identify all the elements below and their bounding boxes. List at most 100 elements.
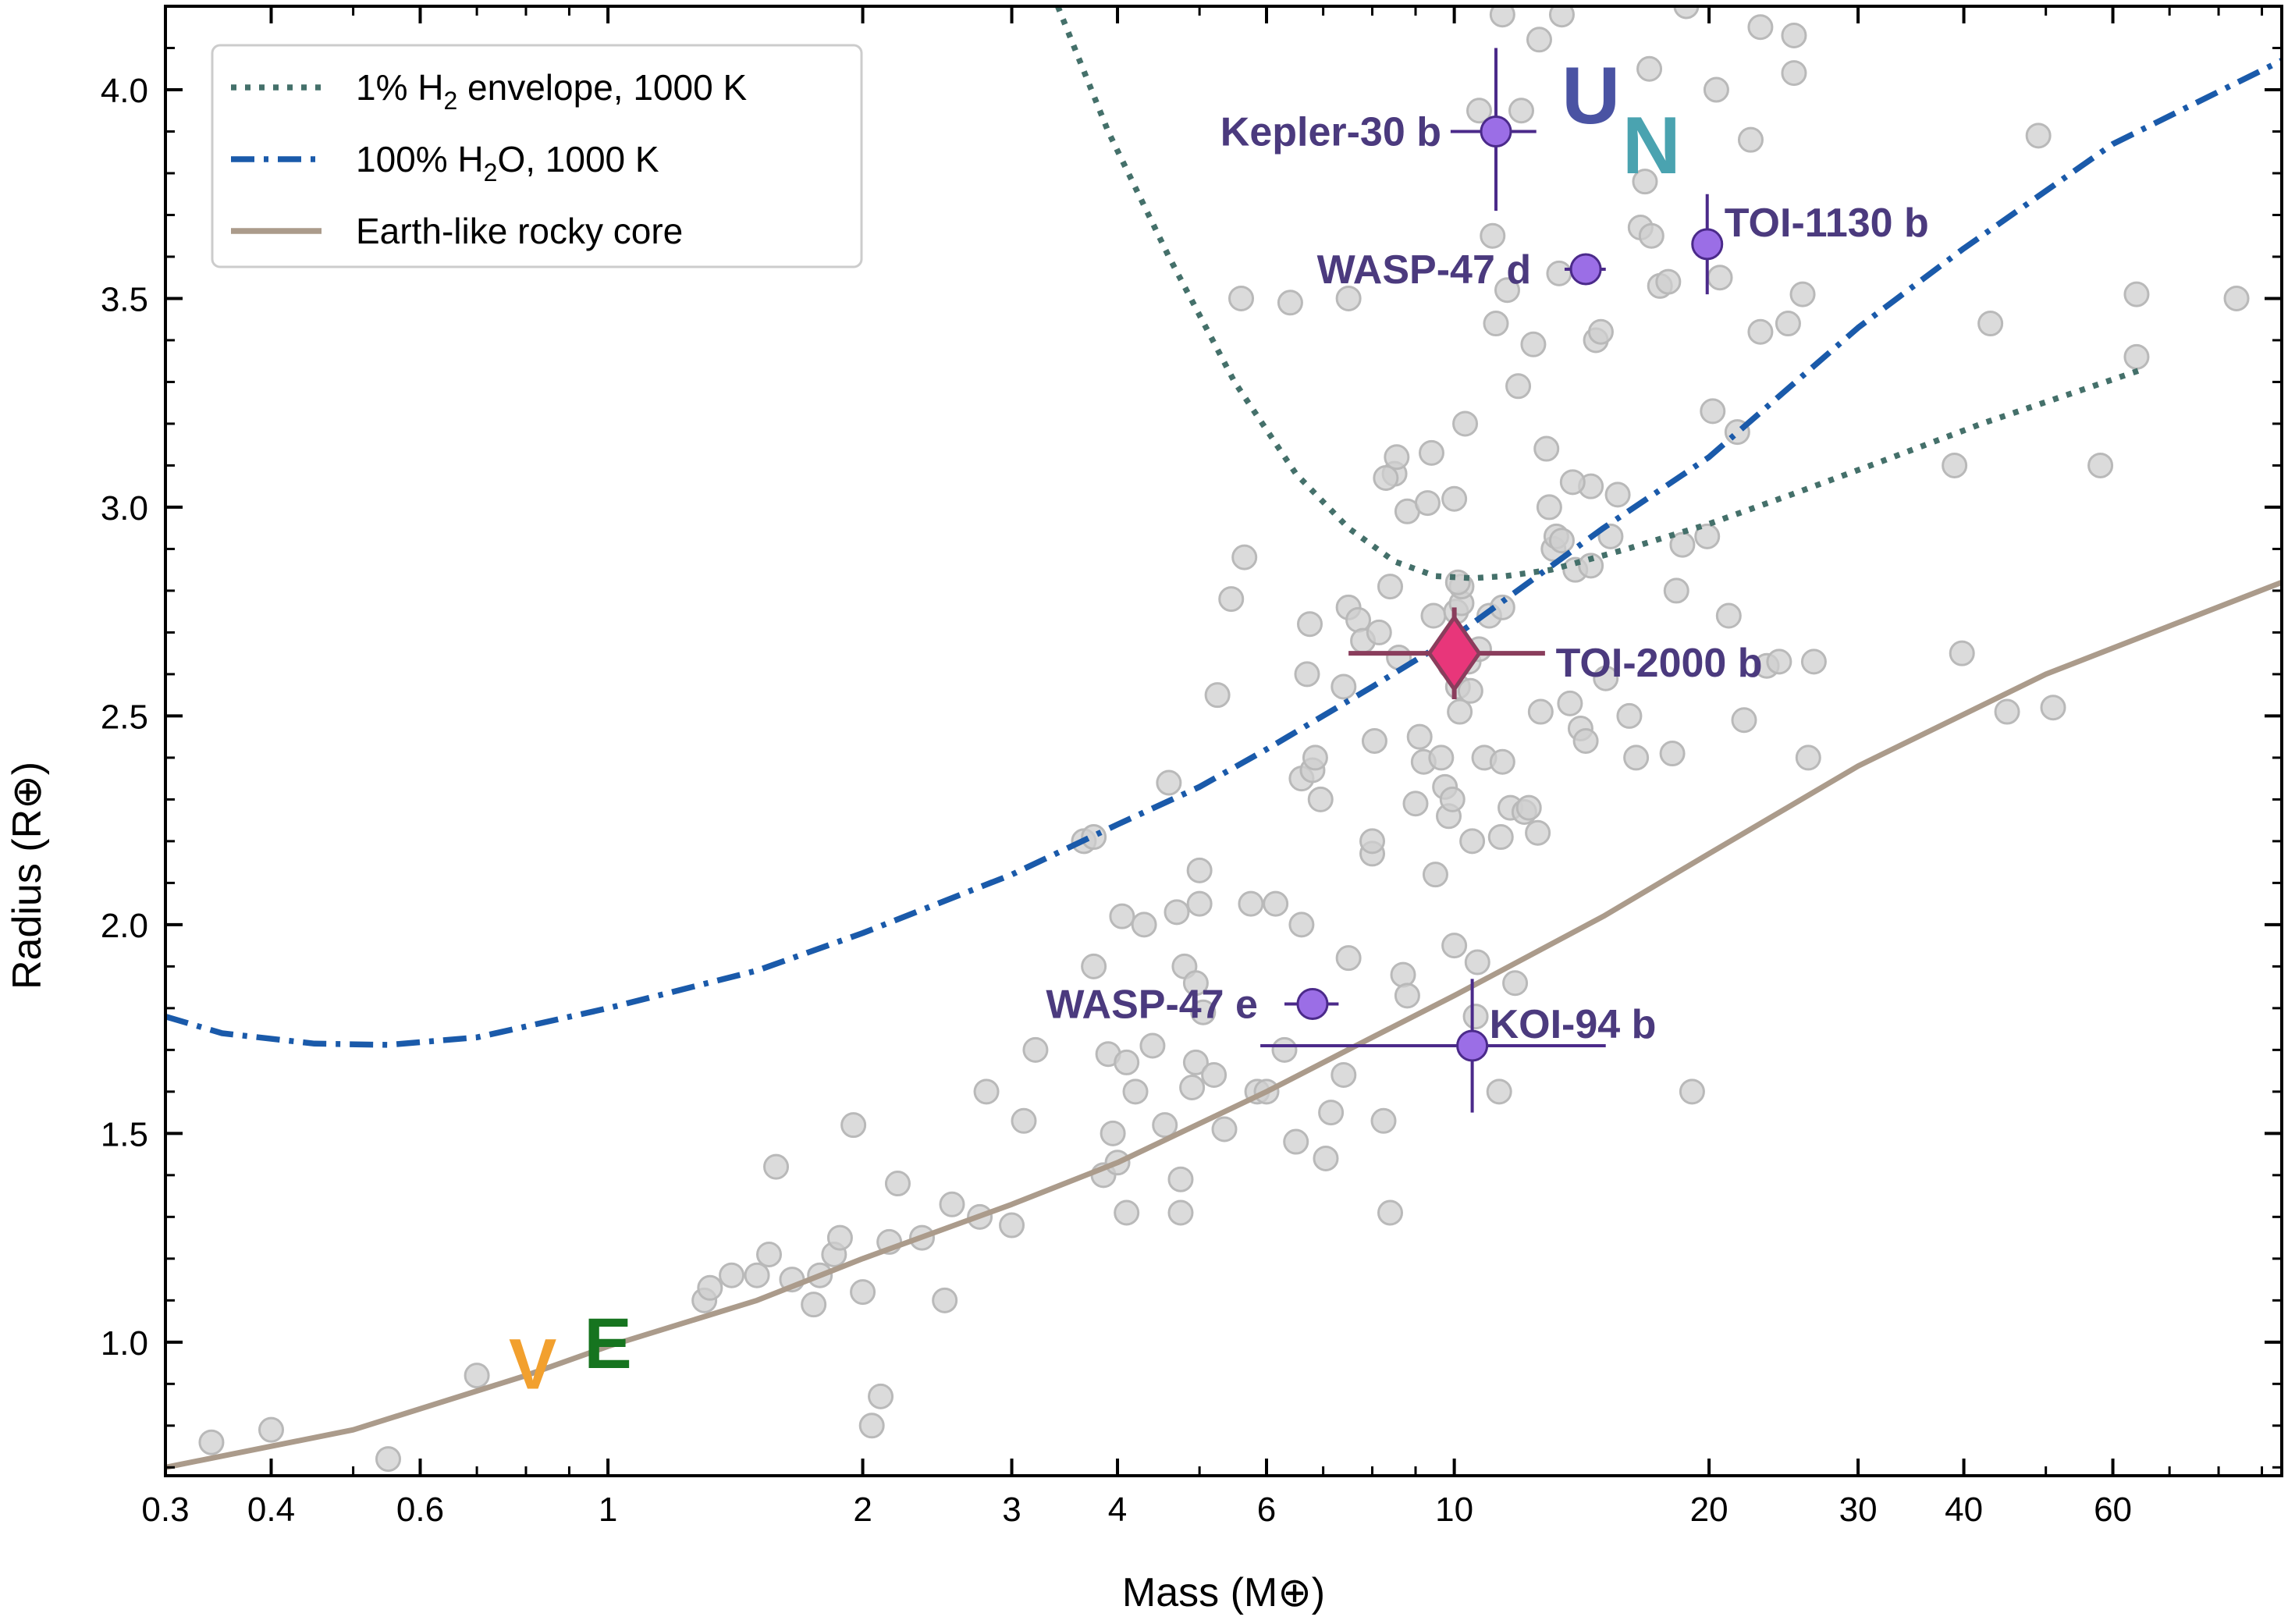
koi-94b-label: KOI-94 b bbox=[1490, 1002, 1657, 1047]
wasp-47d-marker bbox=[1569, 253, 1602, 286]
background-point bbox=[1766, 649, 1792, 675]
background-point bbox=[1747, 14, 1774, 41]
background-point bbox=[1361, 728, 1387, 754]
background-point bbox=[1464, 949, 1490, 975]
background-point bbox=[1587, 318, 1614, 345]
background-point bbox=[1100, 1120, 1126, 1146]
background-point bbox=[932, 1287, 958, 1313]
legend-entry-label: Earth-like rocky core bbox=[356, 211, 683, 251]
background-point bbox=[1604, 482, 1631, 508]
background-point bbox=[1487, 824, 1514, 851]
model-curve-dotted bbox=[1055, 6, 2144, 581]
highlight-planet: TOI-2000 b bbox=[1348, 607, 1763, 700]
plot-frame bbox=[164, 5, 2283, 1477]
background-point bbox=[1505, 373, 1532, 400]
background-point bbox=[1715, 602, 1742, 629]
background-point bbox=[1673, 6, 1700, 20]
background-point bbox=[1263, 890, 1289, 917]
background-point bbox=[1318, 1100, 1345, 1126]
background-point bbox=[1384, 444, 1410, 471]
y-tick-label: 1.0 bbox=[101, 1324, 148, 1363]
background-point bbox=[1444, 569, 1471, 595]
model-curves bbox=[165, 6, 2282, 1470]
background-point bbox=[1593, 665, 1619, 691]
background-point bbox=[1669, 531, 1696, 558]
background-point bbox=[1632, 169, 1658, 195]
solar-planet-e: E bbox=[584, 1304, 631, 1384]
background-point bbox=[719, 1262, 745, 1288]
background-point bbox=[1277, 290, 1303, 316]
background-point bbox=[375, 1446, 401, 1473]
background-point bbox=[1394, 983, 1420, 1009]
background-point bbox=[1186, 857, 1213, 883]
solar-planet-n: N bbox=[1622, 101, 1681, 191]
background-point bbox=[1439, 786, 1466, 812]
background-point bbox=[1414, 490, 1441, 517]
background-point bbox=[1533, 435, 1560, 462]
background-point bbox=[1204, 682, 1231, 709]
y-axis-title: Radius (R⊕) bbox=[5, 762, 50, 990]
background-point bbox=[1520, 331, 1547, 357]
background-point bbox=[1390, 961, 1416, 988]
background-point bbox=[1201, 1061, 1227, 1088]
background-point bbox=[1167, 1166, 1194, 1192]
x-tick-label: 1 bbox=[599, 1491, 617, 1529]
background-point bbox=[1081, 953, 1107, 979]
x-tick-label: 4 bbox=[1108, 1491, 1127, 1529]
toi-2000b-marker bbox=[1426, 613, 1482, 693]
x-tick-label: 0.3 bbox=[141, 1491, 189, 1529]
background-point bbox=[1703, 76, 1729, 103]
y-tick-label: 3.5 bbox=[101, 280, 148, 318]
background-point bbox=[1167, 1199, 1194, 1226]
background-point bbox=[1122, 1079, 1149, 1105]
background-point bbox=[868, 1383, 894, 1409]
labeled-planets: Kepler-30 b WASP-47 d TOI-1130 b WASP-47 e K… bbox=[1046, 48, 1929, 1113]
y-tick-label: 2.0 bbox=[101, 907, 148, 945]
background-point bbox=[1164, 899, 1190, 926]
x-axis-title: Mass (M⊕) bbox=[1122, 1570, 1325, 1615]
y-tick-label: 4.0 bbox=[101, 72, 148, 110]
background-point bbox=[1231, 544, 1258, 570]
background-point bbox=[1211, 1116, 1238, 1142]
background-point bbox=[1480, 222, 1506, 249]
background-point bbox=[973, 1079, 1000, 1105]
background-point bbox=[1294, 661, 1320, 688]
background-point bbox=[1800, 649, 1827, 675]
background-point bbox=[1011, 1107, 1037, 1134]
kepler-30b-marker bbox=[1480, 115, 1512, 147]
background-point bbox=[1331, 673, 1357, 700]
background-point bbox=[1109, 903, 1135, 929]
background-point bbox=[1548, 528, 1575, 554]
background-point bbox=[1949, 640, 1975, 666]
background-point bbox=[1418, 439, 1444, 466]
background-point bbox=[1731, 707, 1757, 734]
x-tick-label: 60 bbox=[2094, 1491, 2132, 1529]
background-point bbox=[2025, 123, 2052, 149]
background-point bbox=[826, 1224, 853, 1251]
background-point bbox=[763, 1153, 790, 1180]
legend: 1% H2 envelope, 1000 K 100% H2O, 1000 K Ea… bbox=[211, 44, 863, 268]
model-curve-dashdot bbox=[165, 58, 2282, 1048]
solar-system-markers: V E UN bbox=[509, 51, 1681, 1405]
background-point bbox=[2123, 343, 2150, 370]
x-tick-label: 3 bbox=[1002, 1491, 1021, 1529]
background-point bbox=[1515, 794, 1542, 821]
background-point bbox=[744, 1262, 770, 1288]
background-point bbox=[2087, 452, 2114, 478]
background-point bbox=[1370, 1107, 1397, 1134]
background-point bbox=[1402, 791, 1429, 817]
background-point bbox=[1737, 126, 1764, 153]
x-tick-label: 30 bbox=[1839, 1491, 1878, 1529]
model-curve-solid bbox=[165, 579, 2282, 1470]
background-point bbox=[1489, 6, 1515, 28]
background-point bbox=[1483, 311, 1509, 337]
background-point bbox=[1679, 1079, 1705, 1105]
background-point bbox=[1572, 728, 1599, 754]
background-point bbox=[1548, 6, 1575, 28]
background-point bbox=[1494, 277, 1520, 304]
kepler-30b-label: Kepler-30 b bbox=[1220, 109, 1441, 155]
background-point bbox=[1655, 268, 1682, 295]
background-point bbox=[1707, 265, 1733, 291]
background-point bbox=[1377, 574, 1403, 600]
